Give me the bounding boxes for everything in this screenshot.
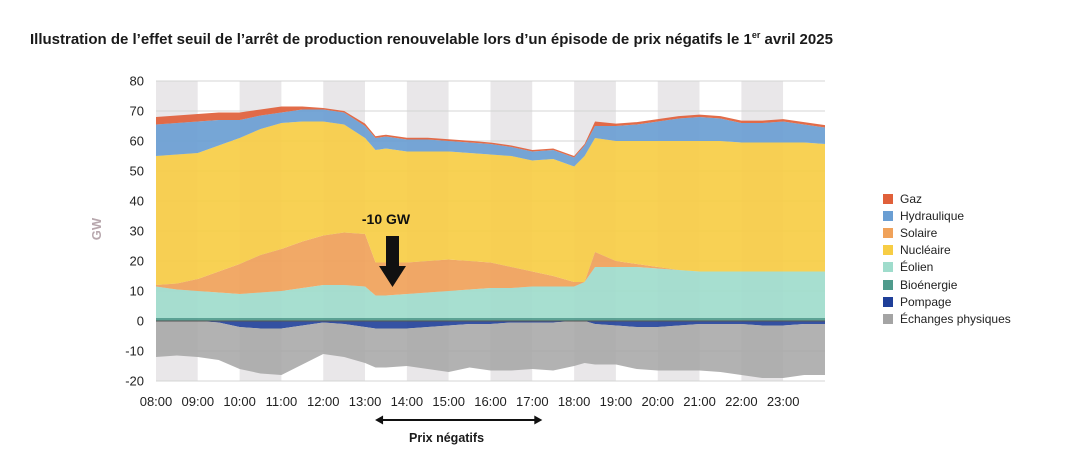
- y-tick-label: 10: [130, 284, 144, 299]
- y-tick-label: 20: [130, 254, 144, 269]
- eolien-area: [156, 267, 825, 318]
- legend-label: Solaire: [900, 225, 938, 240]
- x-tick-label: 20:00: [641, 394, 674, 409]
- legend-item: Gaz: [883, 190, 1011, 207]
- y-tick-label: 50: [130, 164, 144, 179]
- y-tick-label: 70: [130, 104, 144, 119]
- solaire-area: [156, 232, 825, 296]
- x-tick-label: 19:00: [600, 394, 633, 409]
- legend-item: Échanges physiques: [883, 310, 1011, 327]
- chart-title: Illustration de l’effet seuil de l’arrêt…: [30, 30, 833, 48]
- negative-price-label: Prix négatifs: [409, 431, 485, 445]
- legend-swatch: [883, 193, 893, 204]
- hydraulique-area: [156, 109, 825, 167]
- legend-item: Nucléaire: [883, 242, 1011, 259]
- legend-item: Solaire: [883, 224, 1011, 241]
- x-tick-label: 23:00: [767, 394, 800, 409]
- x-tick-label: 22:00: [725, 394, 758, 409]
- x-axis-ticks: 08:00 09:00 10:00 11:00 12:00 13:00 14:00 15:00…: [140, 394, 800, 409]
- legend-swatch: [883, 210, 893, 221]
- legend-item: Hydraulique: [883, 207, 1011, 224]
- legend: Gaz Hydraulique Solaire Nucléaire Éolien Bioé…: [883, 190, 1011, 328]
- x-tick-label: 12:00: [307, 394, 340, 409]
- legend-label: Échanges physiques: [900, 311, 1011, 326]
- legend-swatch: [883, 227, 893, 238]
- legend-label: Gaz: [900, 191, 923, 206]
- y-tick-label: -10: [125, 344, 144, 359]
- y-tick-label: 0: [137, 314, 144, 329]
- x-tick-label: 16:00: [474, 394, 507, 409]
- drop-annotation-label: -10 GW: [362, 211, 411, 227]
- x-tick-label: 14:00: [391, 394, 424, 409]
- x-tick-label: 11:00: [266, 394, 298, 409]
- y-tick-label: -20: [125, 374, 144, 389]
- legend-item: Éolien: [883, 259, 1011, 276]
- legend-swatch: [883, 313, 893, 324]
- legend-label: Hydraulique: [900, 208, 965, 223]
- annotations: -10 GW: [362, 211, 543, 425]
- legend-item: Pompage: [883, 293, 1011, 310]
- x-tick-label: 15:00: [432, 394, 465, 409]
- x-tick-label: 13:00: [349, 394, 382, 409]
- y-axis-ticks: -20 -10 0 10 20 30 40 50 60 70 80 GW: [89, 74, 144, 389]
- legend-swatch: [883, 279, 893, 290]
- legend-label: Pompage: [900, 294, 952, 309]
- legend-label: Nucléaire: [900, 243, 951, 258]
- y-axis-label: GW: [89, 217, 104, 240]
- x-tick-label: 18:00: [558, 394, 591, 409]
- x-tick-label: 21:00: [683, 394, 716, 409]
- area-series: [156, 106, 825, 378]
- legend-swatch: [883, 296, 893, 307]
- legend-swatch: [883, 245, 893, 256]
- x-tick-label: 08:00: [140, 394, 173, 409]
- right-arrowhead-icon: [534, 415, 543, 425]
- echanges-area: [156, 321, 825, 378]
- y-tick-label: 30: [130, 224, 144, 239]
- x-tick-label: 10:00: [223, 394, 256, 409]
- down-arrow-icon: [379, 236, 406, 287]
- pompage-area: [156, 321, 825, 329]
- bioenergie-area: [156, 318, 825, 321]
- legend-item: Bioénergie: [883, 276, 1011, 293]
- left-arrowhead-icon: [375, 415, 384, 425]
- x-tick-label: 09:00: [182, 394, 215, 409]
- legend-swatch: [883, 262, 893, 273]
- nucleaire-area: [156, 121, 825, 285]
- legend-label: Éolien: [900, 260, 934, 275]
- y-tick-label: 80: [130, 74, 144, 89]
- legend-label: Bioénergie: [900, 277, 958, 292]
- y-tick-label: 60: [130, 134, 144, 149]
- x-tick-label: 17:00: [516, 394, 549, 409]
- gaz-area: [156, 106, 825, 158]
- y-tick-label: 40: [130, 194, 144, 209]
